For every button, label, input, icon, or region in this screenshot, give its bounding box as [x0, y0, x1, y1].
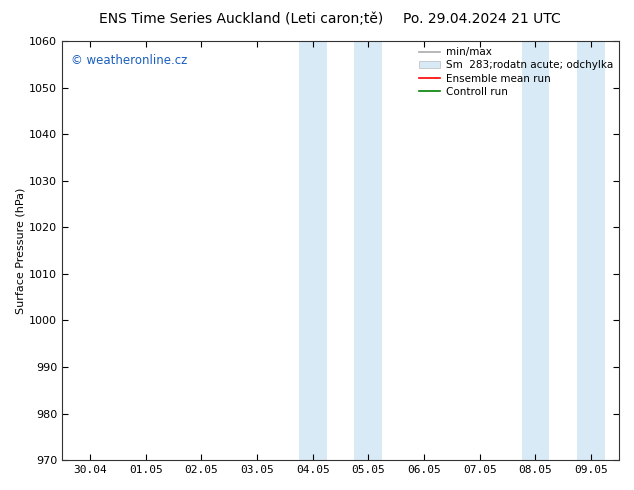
Bar [354, 41, 382, 460]
Bar [299, 41, 327, 460]
Text: © weatheronline.cz: © weatheronline.cz [70, 53, 187, 67]
Text: Po. 29.04.2024 21 UTC: Po. 29.04.2024 21 UTC [403, 12, 560, 26]
Bar [577, 41, 605, 460]
Legend: min/max, Sm  283;rodatn acute; odchylka, Ensemble mean run, Controll run: min/max, Sm 283;rodatn acute; odchylka, … [415, 43, 617, 101]
Text: ENS Time Series Auckland (Leti caron;tě): ENS Time Series Auckland (Leti caron;tě) [99, 12, 383, 26]
Bar [522, 41, 550, 460]
Y-axis label: Surface Pressure (hPa): Surface Pressure (hPa) [15, 187, 25, 314]
